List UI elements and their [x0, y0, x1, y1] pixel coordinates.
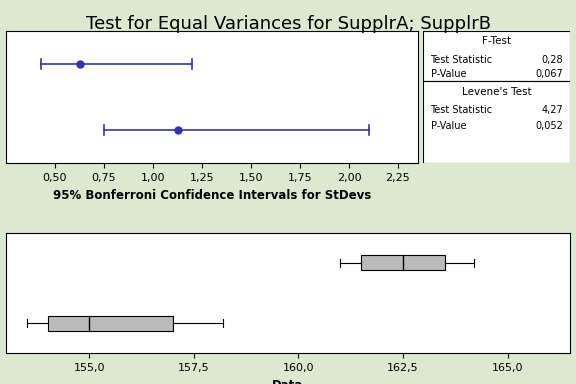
Text: Test Statistic: Test Statistic — [430, 105, 492, 115]
Bar — [48, 316, 173, 331]
Text: Test Statistic: Test Statistic — [430, 55, 492, 65]
Bar — [361, 255, 445, 270]
Text: Test for Equal Variances for SupplrA; SupplrB: Test for Equal Variances for SupplrA; Su… — [85, 15, 491, 33]
Bar — [423, 31, 570, 81]
Text: 0,067: 0,067 — [535, 70, 563, 79]
Text: P-Value: P-Value — [430, 121, 466, 131]
Text: Levene's Test: Levene's Test — [462, 87, 532, 97]
Text: P-Value: P-Value — [430, 70, 466, 79]
Text: 4,27: 4,27 — [541, 105, 563, 115]
Text: F-Test: F-Test — [482, 36, 511, 46]
X-axis label: Data: Data — [272, 379, 304, 384]
X-axis label: 95% Bonferroni Confidence Intervals for StDevs: 95% Bonferroni Confidence Intervals for … — [52, 189, 371, 202]
Text: 0,052: 0,052 — [535, 121, 563, 131]
Text: 0,28: 0,28 — [541, 55, 563, 65]
Bar — [423, 81, 570, 163]
